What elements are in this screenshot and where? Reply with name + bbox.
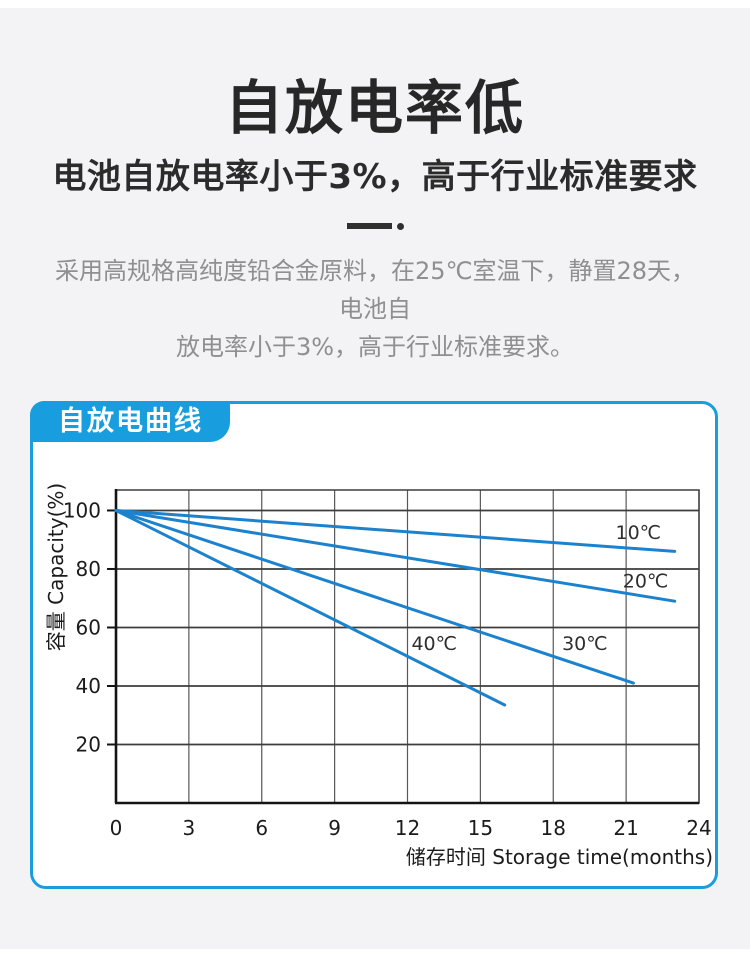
x-tick-label: 21 bbox=[613, 816, 638, 840]
divider-bar bbox=[346, 223, 392, 230]
chart-area: 20 40 60 80 100 0 3 6 9 12 15 18 21 24 10℃ 20℃ 30℃ 40℃ 储存时… bbox=[33, 404, 715, 886]
series-line-40℃ bbox=[114, 509, 507, 707]
series-line-30℃ bbox=[114, 509, 635, 685]
series-label-30℃: 30℃ bbox=[562, 633, 608, 655]
series-label-40℃: 40℃ bbox=[411, 633, 457, 655]
series-label-10℃: 10℃ bbox=[616, 522, 662, 544]
y-tick-label: 80 bbox=[76, 557, 101, 581]
chart-panel: 自放电曲线 20 40 60 80 100 0 3 6 9 12 15 18 21 24 10℃ 20℃ 30℃… bbox=[30, 401, 718, 889]
chart-panel-tab: 自放电曲线 bbox=[30, 401, 230, 442]
y-axis-title: 容量 Capacity(%) bbox=[44, 483, 68, 651]
x-tick-label: 15 bbox=[468, 816, 493, 840]
x-axis-title: 储存时间 Storage time(months) bbox=[406, 845, 713, 869]
header-section: 自放电率低 电池自放电率小于3%，高于行业标准要求 采用高规格高纯度铅合金原料，… bbox=[0, 0, 750, 366]
x-tick-label: 9 bbox=[328, 816, 341, 840]
x-tick-label: 12 bbox=[395, 816, 420, 840]
y-tick-label: 40 bbox=[76, 674, 101, 698]
x-tick-label: 0 bbox=[110, 816, 123, 840]
self-discharge-line-chart: 20 40 60 80 100 0 3 6 9 12 15 18 21 24 10℃ 20℃ 30℃ 40℃ 储存时… bbox=[44, 483, 713, 869]
bottom-white-strip bbox=[0, 949, 750, 971]
description-line-2: 放电率小于3%，高于行业标准要求。 bbox=[175, 333, 575, 362]
page-title: 自放电率低 bbox=[224, 74, 525, 142]
x-tick-label: 24 bbox=[686, 816, 711, 840]
top-white-strip bbox=[0, 0, 750, 8]
page-subtitle: 电池自放电率小于3%，高于行业标准要求 bbox=[52, 156, 698, 197]
y-tick-label: 100 bbox=[63, 498, 101, 522]
series-line-10℃ bbox=[114, 509, 677, 553]
divider-dot bbox=[396, 222, 404, 230]
description-line-1: 采用高规格高纯度铅合金原料，在25℃室温下，静置28天，电池自 bbox=[54, 257, 696, 324]
title-divider bbox=[0, 222, 750, 230]
y-tick-label: 60 bbox=[76, 615, 101, 639]
y-tick-label: 20 bbox=[76, 732, 101, 756]
description-text: 采用高规格高纯度铅合金原料，在25℃室温下，静置28天，电池自 放电率小于3%，… bbox=[45, 252, 705, 366]
x-tick-label: 3 bbox=[183, 816, 196, 840]
x-tick-label: 6 bbox=[255, 816, 268, 840]
series-label-20℃: 20℃ bbox=[623, 570, 669, 592]
chart-panel-tab-label: 自放电曲线 bbox=[58, 406, 203, 437]
x-tick-label: 18 bbox=[541, 816, 566, 840]
series-line-20℃ bbox=[114, 509, 677, 603]
